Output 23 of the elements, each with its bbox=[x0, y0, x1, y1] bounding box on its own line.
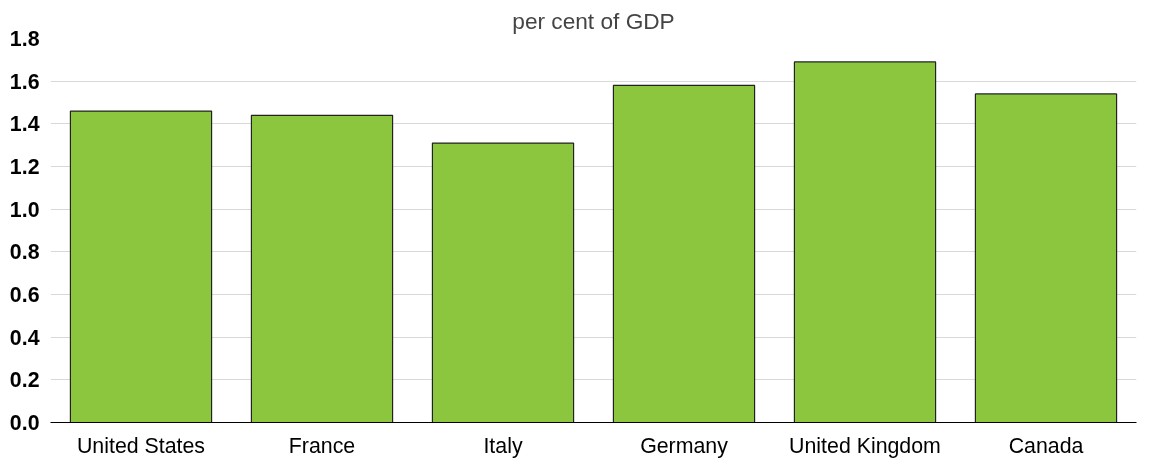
y-tick-label: 0.4 bbox=[9, 325, 40, 350]
y-tick-label: 0.2 bbox=[9, 368, 40, 393]
x-tick-label: United Kingdom bbox=[789, 433, 941, 458]
bar bbox=[69, 110, 213, 423]
y-tick-label: 0.0 bbox=[9, 411, 40, 435]
y-tick-label: 1.2 bbox=[9, 155, 40, 179]
x-tick-label: Italy bbox=[483, 433, 523, 458]
bar bbox=[431, 142, 575, 423]
bar bbox=[612, 84, 756, 423]
y-tick-label: 1.6 bbox=[9, 69, 40, 94]
y-tick-label: 1.8 bbox=[9, 27, 40, 51]
x-tick-label: United States bbox=[76, 433, 206, 458]
bar bbox=[250, 114, 394, 423]
y-tick-label: 1.0 bbox=[9, 197, 40, 222]
y-tick-label: 0.6 bbox=[9, 283, 40, 307]
chart-title: per cent of GDP bbox=[512, 7, 675, 34]
y-tick-label: 0.8 bbox=[9, 240, 40, 265]
x-tick-label: Germany bbox=[640, 433, 729, 458]
x-tick-label: Canada bbox=[1008, 433, 1084, 458]
bar bbox=[793, 61, 937, 423]
x-tick-label: France bbox=[288, 433, 356, 458]
y-tick-label: 1.4 bbox=[9, 112, 40, 137]
bar bbox=[974, 93, 1118, 423]
